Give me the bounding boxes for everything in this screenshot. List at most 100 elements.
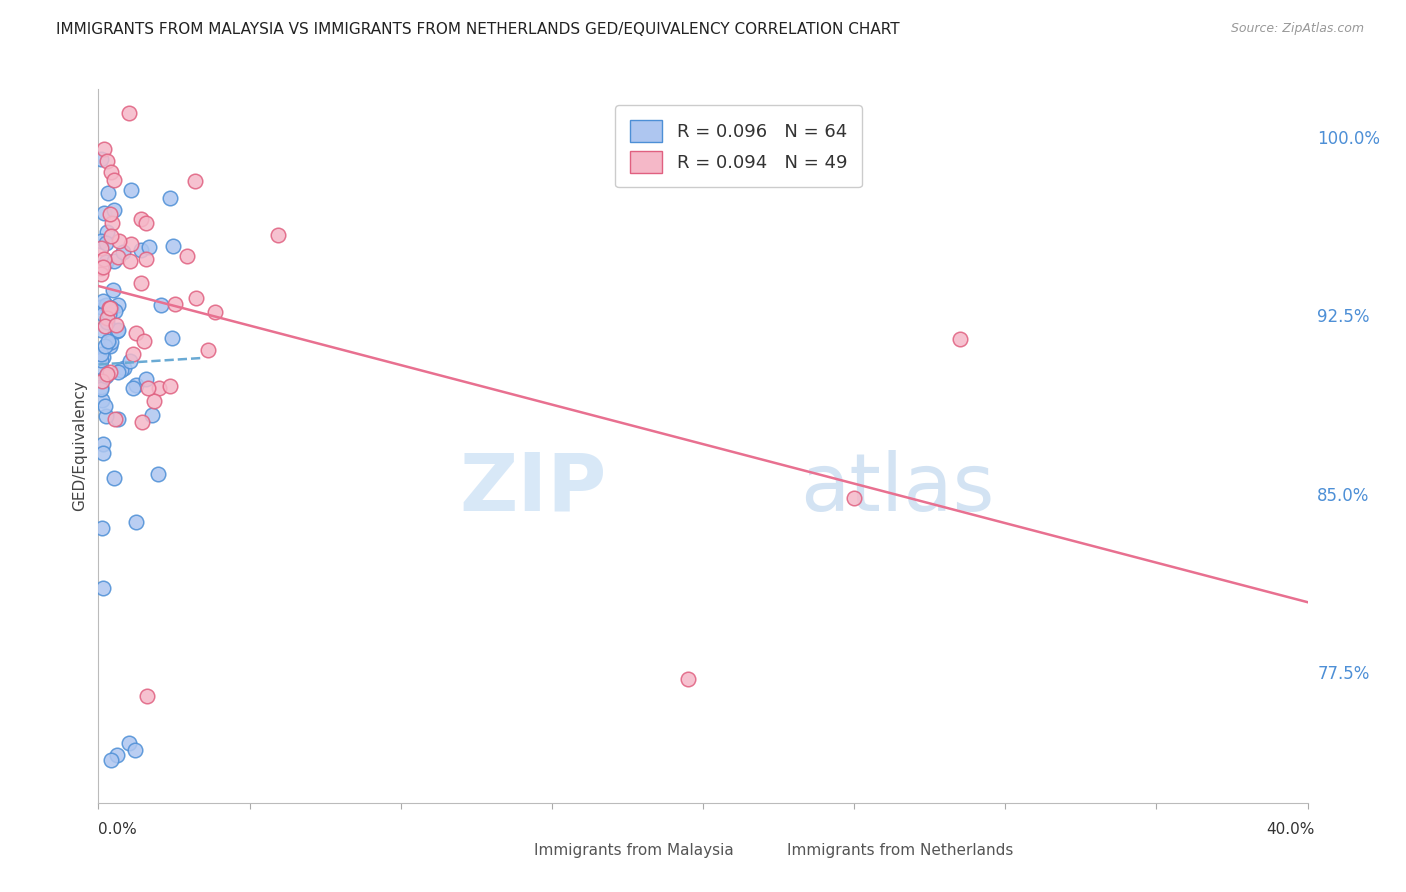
Text: 40.0%: 40.0% <box>1267 822 1315 837</box>
Point <box>129 276 152 290</box>
Point <box>91 260 114 275</box>
Text: Immigrants from Netherlands: Immigrants from Netherlands <box>787 843 1014 858</box>
Point <box>90 360 112 375</box>
Point <box>120 183 142 197</box>
Y-axis label: GED/Equivalency: GED/Equivalency <box>72 381 87 511</box>
Point <box>129 211 152 226</box>
Point <box>97 334 120 349</box>
Point <box>107 297 129 311</box>
Point <box>97 186 120 200</box>
Point <box>159 378 181 392</box>
Point <box>94 254 117 268</box>
Point <box>94 297 117 311</box>
Point <box>100 301 122 315</box>
Point <box>90 234 112 248</box>
Point <box>98 365 121 379</box>
Point <box>96 367 118 381</box>
Point <box>118 106 141 120</box>
Point <box>146 467 169 481</box>
Point <box>90 261 112 276</box>
Point <box>122 381 145 395</box>
Point <box>91 293 114 308</box>
Point <box>90 380 112 394</box>
Point <box>104 303 127 318</box>
Point <box>91 521 114 535</box>
Point <box>176 249 198 263</box>
Point <box>118 736 141 750</box>
Text: Source: ZipAtlas.com: Source: ZipAtlas.com <box>1230 22 1364 36</box>
Point <box>94 409 117 423</box>
Point <box>107 365 129 379</box>
Point <box>90 383 112 397</box>
Text: 0.0%: 0.0% <box>98 822 138 837</box>
Point <box>111 244 134 259</box>
Point <box>136 382 159 396</box>
Point <box>135 689 157 703</box>
Point <box>96 369 118 384</box>
Point <box>93 142 115 156</box>
Point <box>91 307 114 321</box>
Point <box>108 234 131 248</box>
Point <box>98 301 121 315</box>
Text: IMMIGRANTS FROM MALAYSIA VS IMMIGRANTS FROM NETHERLANDS GED/EQUIVALENCY CORRELAT: IMMIGRANTS FROM MALAYSIA VS IMMIGRANTS F… <box>56 22 900 37</box>
Point <box>844 491 866 506</box>
Point <box>97 308 120 322</box>
Point <box>103 253 125 268</box>
Point <box>94 236 117 251</box>
Legend: R = 0.096   N = 64, R = 0.094   N = 49: R = 0.096 N = 64, R = 0.094 N = 49 <box>616 105 862 187</box>
Point <box>120 236 142 251</box>
Point <box>90 323 112 337</box>
Point <box>98 301 121 315</box>
Point <box>676 672 699 686</box>
Point <box>949 332 972 346</box>
Point <box>107 412 129 426</box>
Point <box>90 301 112 315</box>
Point <box>129 244 152 258</box>
Point <box>103 172 125 186</box>
Point <box>96 225 118 239</box>
Point <box>94 399 117 413</box>
Point <box>91 374 114 388</box>
Point <box>91 446 114 460</box>
Point <box>184 291 207 305</box>
Point <box>197 343 219 357</box>
Point <box>135 216 157 230</box>
Point <box>93 252 115 266</box>
Point <box>90 352 112 367</box>
Point <box>90 153 112 167</box>
Point <box>110 363 132 377</box>
Point <box>150 298 173 312</box>
Point <box>101 215 124 229</box>
Point <box>91 437 114 451</box>
Point <box>93 350 115 364</box>
Point <box>163 297 186 311</box>
Point <box>96 153 118 168</box>
Point <box>104 412 127 426</box>
Point <box>118 354 141 368</box>
Point <box>121 347 143 361</box>
Point <box>162 331 184 345</box>
Point <box>90 241 112 255</box>
Point <box>107 250 129 264</box>
Point <box>125 515 148 529</box>
Point <box>100 335 122 350</box>
Text: ZIP: ZIP <box>458 450 606 528</box>
Point <box>94 339 117 353</box>
Point <box>105 748 128 763</box>
Point <box>93 318 115 333</box>
Point <box>267 228 290 243</box>
Point <box>135 252 157 267</box>
Point <box>159 191 181 205</box>
Point <box>114 361 136 376</box>
Point <box>141 409 163 423</box>
Point <box>98 207 121 221</box>
Point <box>90 393 112 408</box>
Point <box>132 334 155 349</box>
Point <box>90 347 112 361</box>
Point <box>142 394 165 409</box>
Point <box>100 165 122 179</box>
Point <box>90 267 112 281</box>
Point <box>91 581 114 595</box>
Point <box>183 174 205 188</box>
Point <box>125 377 148 392</box>
